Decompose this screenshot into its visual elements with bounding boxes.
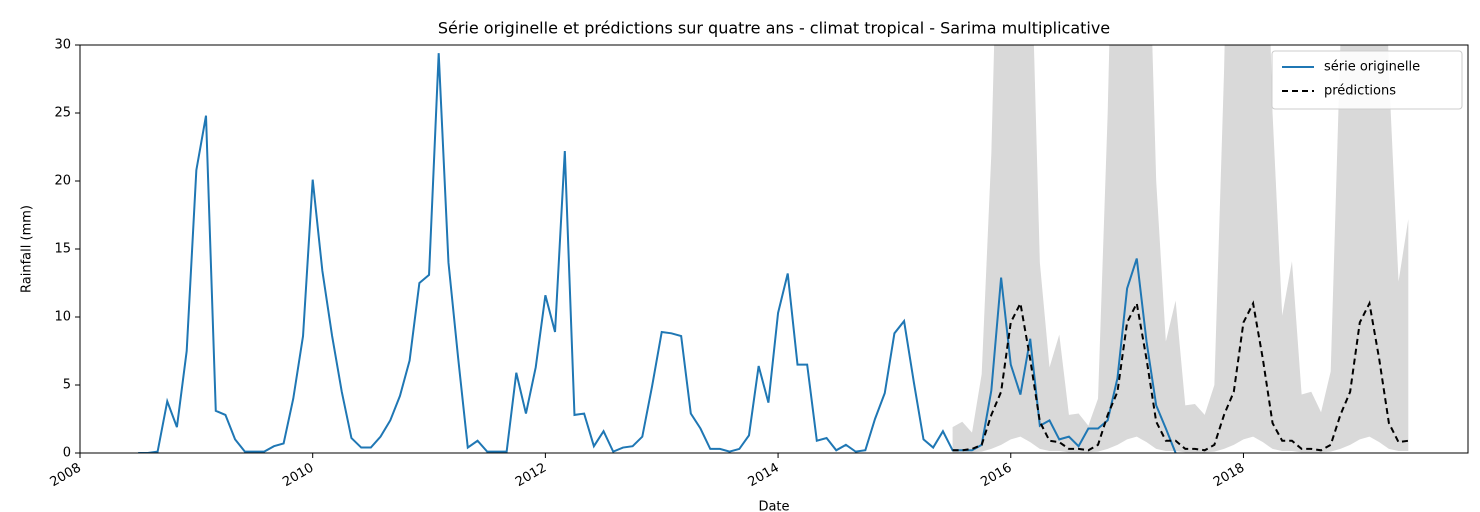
x-tick-label: 2010 xyxy=(280,461,316,491)
series-line xyxy=(952,300,1409,452)
series-line xyxy=(138,53,1177,453)
x-tick-label: 2016 xyxy=(978,461,1014,491)
x-tick-label: 2012 xyxy=(513,461,549,491)
legend-box xyxy=(1271,50,1463,110)
x-tick-label: 2014 xyxy=(746,461,782,491)
chart-title: Série originelle et prédictions sur quat… xyxy=(438,19,1110,38)
legend-label: série originelle xyxy=(1324,60,1420,75)
x-axis-label: Date xyxy=(758,500,789,512)
plot-area xyxy=(138,45,1409,453)
x-tick-label: 2018 xyxy=(1211,461,1247,491)
confidence-band xyxy=(952,45,1409,453)
y-tick-label: 0 xyxy=(63,446,71,461)
legend: série originelle prédictions xyxy=(1271,50,1463,110)
y-axis-label: Rainfall (mm) xyxy=(20,205,35,293)
x-tick-label: 2008 xyxy=(48,461,84,491)
y-tick-label: 15 xyxy=(54,242,71,257)
y-tick-label: 30 xyxy=(54,38,71,53)
y-tick-label: 5 xyxy=(63,378,71,393)
y-tick-label: 25 xyxy=(54,106,71,121)
y-tick-label: 20 xyxy=(54,174,71,189)
y-tick-label: 10 xyxy=(54,310,71,325)
legend-label: prédictions xyxy=(1324,84,1396,99)
